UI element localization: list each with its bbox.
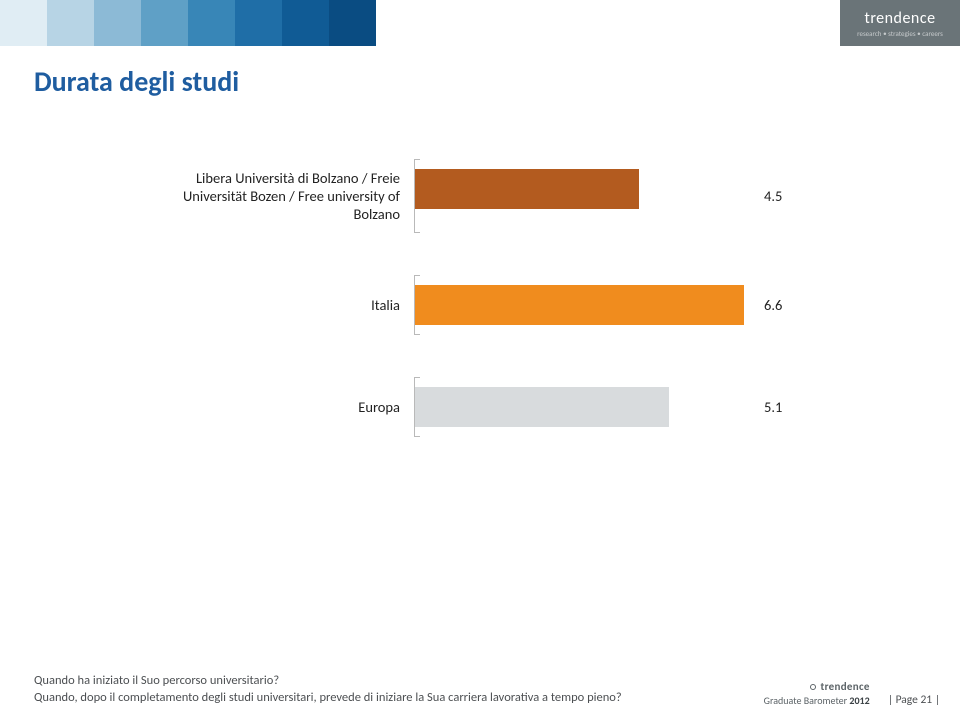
footer-caption: Quando ha iniziato il Suo percorso unive… <box>34 673 622 707</box>
chart-row: Italia 6.6 <box>154 285 926 325</box>
footer-logo-line2: Graduate Barometer 2012 <box>764 694 870 707</box>
plot-area <box>414 285 744 325</box>
plot-area <box>414 387 744 427</box>
footer-logo: trendence Graduate Barometer 2012 <box>764 680 870 707</box>
bar-value: 5.1 <box>764 387 782 427</box>
banner-swatch <box>282 0 329 46</box>
footer-logo-icon <box>810 684 816 690</box>
bar <box>414 387 669 427</box>
page-title: Durata degli studi <box>34 64 926 99</box>
bar-value: 4.5 <box>764 169 782 223</box>
brand-logo: trendence research • strategies • career… <box>840 0 960 46</box>
banner-swatch <box>47 0 94 46</box>
banner-swatches <box>0 0 376 46</box>
banner-swatch <box>94 0 141 46</box>
banner-swatch <box>0 0 47 46</box>
banner-swatch <box>329 0 376 46</box>
top-banner: trendence research • strategies • career… <box>0 0 960 46</box>
brand-name: trendence <box>864 9 935 28</box>
chart-row: Libera Università di Bolzano / Freie Uni… <box>154 169 926 223</box>
bar-chart: Libera Università di Bolzano / Freie Uni… <box>154 169 926 427</box>
banner-swatch <box>141 0 188 46</box>
bar <box>414 169 639 209</box>
brand-tagline: research • strategies • careers <box>857 29 943 38</box>
caption-line-2: Quando, dopo il completamento degli stud… <box>34 690 622 707</box>
category-label: Libera Università di Bolzano / Freie Uni… <box>154 169 414 223</box>
category-label: Italia <box>154 285 414 325</box>
banner-swatch <box>235 0 282 46</box>
chart-row: Europa 5.1 <box>154 387 926 427</box>
plot-area <box>414 169 744 223</box>
category-label: Europa <box>154 387 414 427</box>
banner-swatch <box>188 0 235 46</box>
page-number: | Page 21 | <box>888 693 940 707</box>
footer: Quando ha iniziato il Suo percorso unive… <box>34 673 940 707</box>
bar <box>414 285 744 325</box>
caption-line-1: Quando ha iniziato il Suo percorso unive… <box>34 673 622 690</box>
bar-value: 6.6 <box>764 285 782 325</box>
footer-logo-line1: trendence <box>764 680 870 693</box>
